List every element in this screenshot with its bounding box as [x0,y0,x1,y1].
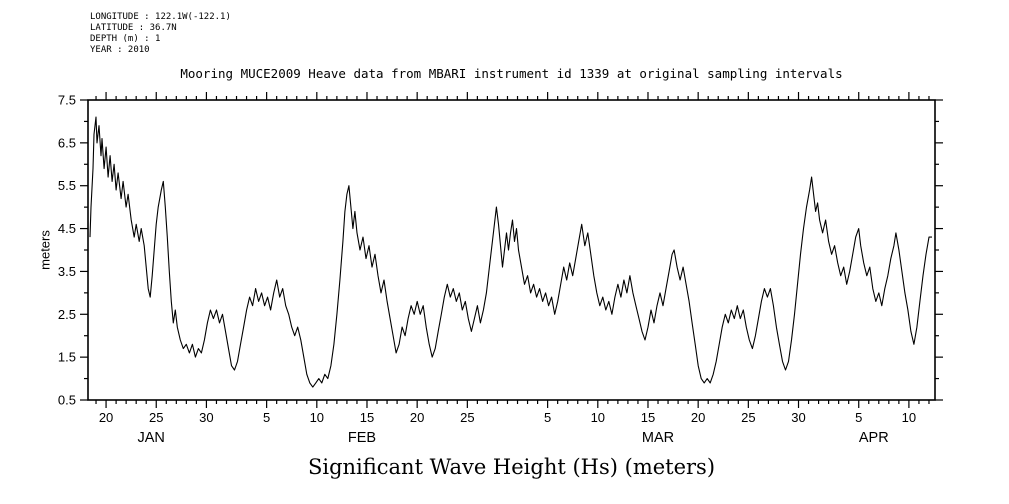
x-tick-label: 30 [791,410,805,425]
year-text: YEAR : 2010 [90,45,150,55]
y-tick-label: 5.5 [58,178,76,193]
month-label: MAR [642,430,674,446]
month-label: JAN [138,430,165,446]
x-tick-label: 15 [641,410,655,425]
y-tick-label: 7.5 [58,93,76,108]
chart-title: Mooring MUCE2009 Heave data from MBARI i… [180,66,843,81]
x-tick-label: 5 [263,410,270,425]
x-tick-label: 20 [691,410,705,425]
x-tick-label: 15 [360,410,374,425]
x-tick-label: 10 [902,410,916,425]
month-label: APR [859,430,889,446]
x-tick-label: 10 [310,410,324,425]
x-tick-label: 5 [855,410,862,425]
x-tick-label: 20 [99,410,113,425]
latitude-text: LATITUDE : 36.7N [90,23,177,33]
header-info-block: LONGITUDE : 122.1W(-122.1) LATITUDE : 36… [90,12,231,56]
x-tick-label: 25 [149,410,163,425]
x-tick-label: 25 [460,410,474,425]
x-tick-label: 25 [741,410,755,425]
y-tick-label: 0.5 [58,393,76,408]
x-tick-label: 30 [199,410,213,425]
bottom-axis-title: Significant Wave Height (Hs) (meters) [307,455,716,479]
longitude-text: LONGITUDE : 122.1W(-122.1) [90,12,231,22]
x-tick-label: 5 [544,410,551,425]
plot-frame [87,99,936,401]
x-tick-label: 10 [591,410,605,425]
month-label: FEB [348,430,376,446]
y-tick-label: 4.5 [58,221,76,236]
y-tick-label: 3.5 [58,264,76,279]
x-tick-label: 20 [410,410,424,425]
wave-height-series [89,116,932,388]
y-tick-label: 1.5 [58,350,76,365]
depth-text: DEPTH (m) : 1 [90,34,161,44]
y-tick-label: 2.5 [58,307,76,322]
y-tick-label: 6.5 [58,135,76,150]
